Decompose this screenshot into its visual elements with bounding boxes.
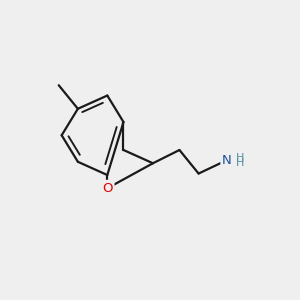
- Text: O: O: [102, 182, 112, 195]
- Text: H: H: [236, 153, 244, 163]
- Text: N: N: [222, 154, 231, 167]
- Text: H: H: [236, 158, 244, 168]
